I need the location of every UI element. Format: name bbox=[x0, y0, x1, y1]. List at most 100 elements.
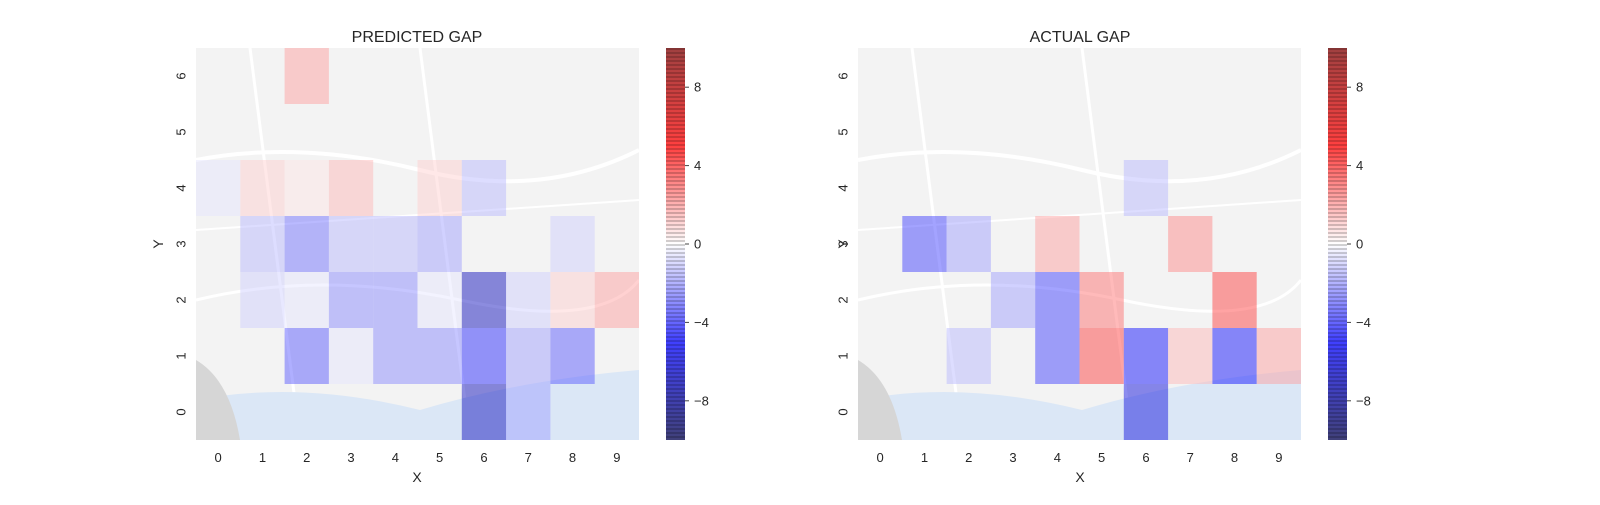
heatmap-cell bbox=[240, 272, 285, 328]
heatmap-cell bbox=[506, 384, 551, 440]
x-tick-label: 4 bbox=[1054, 450, 1061, 465]
x-ticks: 0 1 2 3 4 5 6 7 8 9 bbox=[215, 450, 621, 465]
heatmap-cell bbox=[1079, 272, 1124, 328]
colorbar-tick-label: −8 bbox=[1356, 393, 1371, 408]
y-tick-label: 0 bbox=[173, 408, 188, 415]
x-tick-label: 5 bbox=[436, 450, 443, 465]
heatmap-cell bbox=[594, 272, 639, 328]
x-tick-label: 2 bbox=[303, 450, 310, 465]
panel-predicted: PREDICTED GAP 0 1 2 3 4 5 6 7 8 9 0 1 2 3 4 5 6 X Y 8 4 0… bbox=[150, 29, 709, 485]
heatmap-cells bbox=[902, 160, 1301, 440]
y-tick-label: 3 bbox=[173, 240, 188, 247]
colorbar-tick-label: 4 bbox=[1356, 158, 1363, 173]
heatmap-cell bbox=[240, 160, 285, 216]
y-tick-label: 3 bbox=[835, 240, 850, 247]
colorbar-tick-label: 8 bbox=[694, 80, 701, 95]
chart-title: ACTUAL GAP bbox=[1030, 29, 1131, 46]
heatmap-cell bbox=[1035, 328, 1080, 384]
x-tick-label: 8 bbox=[569, 450, 576, 465]
y-tick-label: 0 bbox=[835, 408, 850, 415]
colorbar-tick-label: 8 bbox=[1356, 80, 1363, 95]
y-axis-label: Y bbox=[150, 239, 166, 249]
y-axis-label: Y bbox=[835, 239, 851, 249]
heatmap-cell bbox=[328, 272, 374, 328]
x-ticks: 0 1 2 3 4 5 6 7 8 9 bbox=[877, 450, 1283, 465]
x-tick-label: 3 bbox=[347, 450, 354, 465]
heatmap-cell bbox=[328, 160, 374, 216]
heatmap-cell bbox=[373, 272, 418, 328]
colorbar-tick-label: 4 bbox=[694, 158, 701, 173]
y-tick-label: 4 bbox=[173, 184, 188, 191]
heatmap-cell bbox=[373, 328, 418, 384]
y-tick-label: 5 bbox=[173, 128, 188, 135]
x-tick-label: 6 bbox=[480, 450, 487, 465]
heatmap-cell bbox=[1168, 328, 1213, 384]
heatmap-cell bbox=[506, 328, 551, 384]
heatmap-cell bbox=[1123, 328, 1169, 384]
panel-actual: ACTUAL GAP 0 1 2 3 4 5 6 7 8 9 0 1 2 3 4 5 6 X Y 8 4 0 −4 −… bbox=[835, 29, 1371, 485]
x-tick-label: 1 bbox=[921, 450, 928, 465]
heatmap-cell bbox=[328, 216, 374, 272]
heatmap-cell bbox=[946, 328, 991, 384]
colorbar-tick-label: −4 bbox=[1356, 315, 1371, 330]
x-tick-label: 1 bbox=[259, 450, 266, 465]
x-tick-label: 7 bbox=[525, 450, 532, 465]
y-tick-label: 1 bbox=[173, 352, 188, 359]
heatmap-cell bbox=[1212, 328, 1257, 384]
x-tick-label: 0 bbox=[215, 450, 222, 465]
heatmap-cell bbox=[1256, 328, 1301, 384]
colorbar-tick-label: −4 bbox=[694, 315, 709, 330]
heatmap-cell bbox=[373, 216, 418, 272]
heatmap-cell bbox=[328, 328, 374, 384]
heatmap-cell bbox=[1123, 160, 1169, 216]
heatmap-cell bbox=[284, 216, 329, 272]
colorbar bbox=[666, 48, 685, 440]
x-tick-label: 2 bbox=[965, 450, 972, 465]
y-tick-label: 2 bbox=[835, 296, 850, 303]
heatmap-cell bbox=[461, 272, 507, 328]
y-tick-label: 5 bbox=[835, 128, 850, 135]
heatmap-cells bbox=[196, 48, 639, 440]
x-tick-label: 5 bbox=[1098, 450, 1105, 465]
x-tick-label: 9 bbox=[613, 450, 620, 465]
map-background bbox=[195, 47, 641, 441]
heatmap-cell bbox=[1123, 384, 1169, 440]
colorbar-ticks: 8 4 0 −4 −8 bbox=[685, 80, 709, 408]
heatmap-cell bbox=[946, 216, 991, 272]
heatmap-cell bbox=[461, 160, 507, 216]
x-tick-label: 4 bbox=[392, 450, 399, 465]
heatmap-cell bbox=[196, 160, 241, 216]
x-tick-label: 9 bbox=[1275, 450, 1282, 465]
heatmap-cell bbox=[1212, 272, 1257, 328]
y-tick-label: 6 bbox=[173, 72, 188, 79]
chart-title: PREDICTED GAP bbox=[352, 29, 483, 46]
y-tick-label: 6 bbox=[835, 72, 850, 79]
y-ticks: 0 1 2 3 4 5 6 bbox=[173, 72, 188, 415]
heatmap-cell bbox=[1079, 328, 1124, 384]
x-tick-label: 3 bbox=[1009, 450, 1016, 465]
y-tick-label: 1 bbox=[835, 352, 850, 359]
heatmap-cell bbox=[284, 48, 329, 104]
heatmap-cell bbox=[417, 216, 462, 272]
y-ticks: 0 1 2 3 4 5 6 bbox=[835, 72, 850, 415]
heatmap-cell bbox=[284, 328, 329, 384]
x-axis-label: X bbox=[1075, 469, 1085, 485]
heatmap-cell bbox=[902, 216, 947, 272]
heatmap-cell bbox=[417, 160, 462, 216]
heatmap-cell bbox=[550, 328, 595, 384]
map-background bbox=[857, 47, 1303, 441]
x-tick-label: 6 bbox=[1142, 450, 1149, 465]
colorbar-ticks: 8 4 0 −4 −8 bbox=[1347, 80, 1371, 408]
heatmap-cell bbox=[461, 328, 507, 384]
heatmap-cell bbox=[284, 160, 329, 216]
x-axis-label: X bbox=[412, 469, 422, 485]
x-tick-label: 8 bbox=[1231, 450, 1238, 465]
heatmap-cell bbox=[284, 272, 329, 328]
colorbar bbox=[1328, 48, 1347, 440]
heatmap-cell bbox=[1035, 272, 1080, 328]
heatmap-cell bbox=[1168, 216, 1213, 272]
colorbar-tick-label: 0 bbox=[694, 237, 701, 252]
colorbar-tick-label: 0 bbox=[1356, 237, 1363, 252]
